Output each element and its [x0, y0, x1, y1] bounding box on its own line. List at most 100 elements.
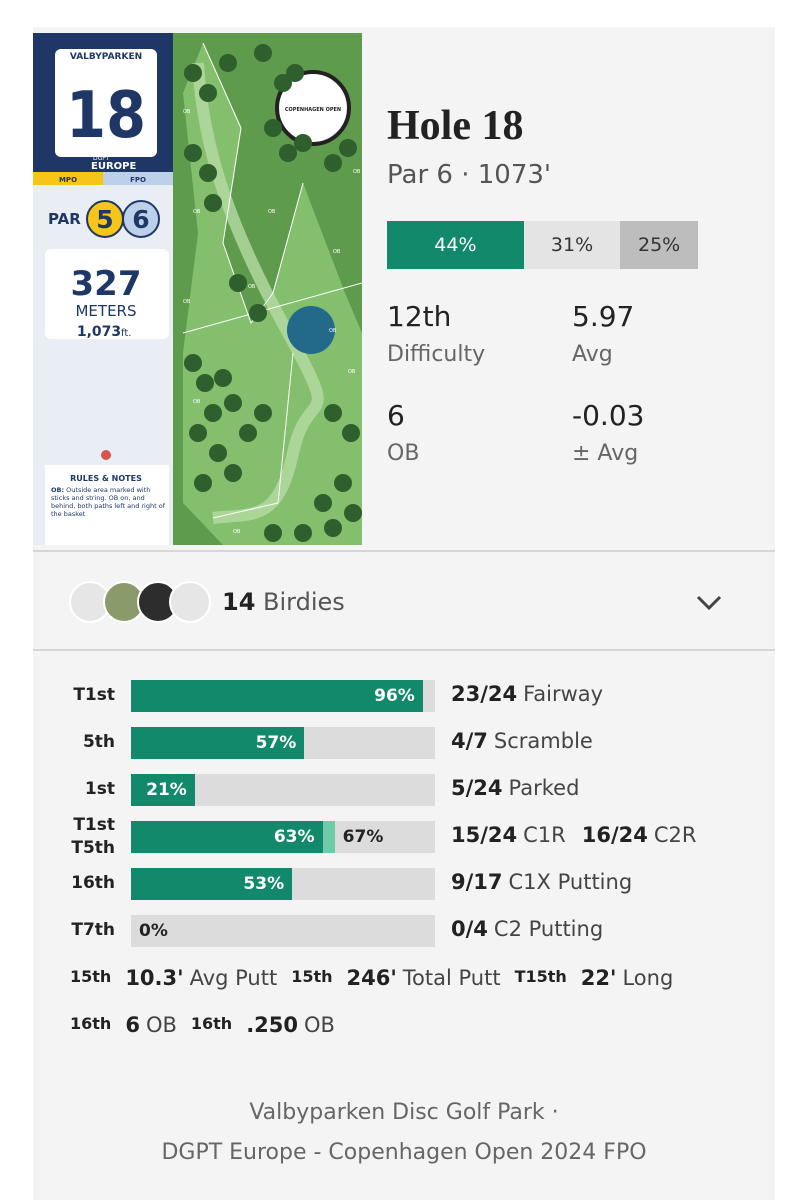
tree	[344, 504, 362, 522]
tree	[204, 194, 222, 212]
rank: T1st	[73, 814, 115, 835]
tree	[279, 144, 297, 162]
bar	[131, 774, 195, 806]
birdies[interactable]: 14 Birdies	[222, 588, 345, 616]
distribution-segment: 25%	[620, 221, 698, 269]
tree	[324, 404, 342, 422]
par-label: PAR	[48, 210, 81, 228]
hole-subtitle: Par 6 · 1073'	[387, 160, 552, 190]
tour-name: DGPT	[93, 155, 110, 162]
bar-track: 53%	[131, 868, 435, 900]
rank: 5th	[82, 732, 115, 752]
tree	[239, 424, 257, 442]
stat-count: 9/17	[451, 870, 503, 894]
rank: T5th	[71, 837, 115, 858]
bar-track: 21%	[131, 774, 435, 806]
ob-label: OB	[348, 369, 356, 375]
distribution-label: 25%	[638, 234, 681, 256]
stat-name: C1X Putting	[508, 870, 633, 894]
number-box	[55, 49, 157, 157]
ob-label: OB	[329, 328, 337, 334]
stat-value: 12th	[387, 300, 452, 333]
rules-text: Outside area marked with sticks and stri…	[51, 486, 165, 518]
rank: T1st	[73, 685, 115, 705]
bar	[131, 821, 323, 853]
score-distribution: 44% 31% 25%	[387, 221, 698, 269]
tree	[199, 164, 217, 182]
bar	[131, 727, 305, 759]
hole-graphic: VALBYPARKEN 18 DGPT EUROPE MPO FPO PAR 5…	[33, 33, 362, 545]
rank: 16th	[71, 873, 115, 893]
rank: T7th	[71, 920, 115, 940]
rules-box	[45, 465, 169, 545]
division: FPO	[130, 176, 146, 184]
hole-number: 18	[66, 79, 146, 153]
footer-line: Valbyparken Disc Golf Park ·	[249, 1100, 559, 1125]
stat-count: 15/24	[451, 823, 518, 847]
extra-line: 16th 6 OB 16th .250 OB	[70, 1013, 349, 1037]
bar	[131, 680, 423, 712]
extra-label: OB	[304, 1013, 335, 1037]
stat-name: C1R	[523, 823, 566, 847]
tree	[314, 494, 332, 512]
stat-count: 5/24	[451, 776, 503, 800]
ob-label: OB	[323, 129, 331, 135]
tree	[184, 144, 202, 162]
par-value: 6	[132, 205, 149, 234]
par-value: 5	[96, 205, 113, 234]
stat-name: Scramble	[493, 729, 593, 753]
bar-label: 57%	[255, 733, 297, 753]
tree	[264, 119, 282, 137]
stat-value: 6	[387, 399, 405, 432]
tree	[294, 524, 312, 542]
chevron-icon	[696, 595, 722, 611]
par-circle	[122, 200, 160, 238]
bar-label: 63%	[273, 827, 315, 847]
tree	[324, 519, 342, 537]
tree	[199, 84, 217, 102]
bar-track: 96%	[131, 680, 435, 712]
bar-label: 0%	[139, 921, 168, 941]
extra-label: Avg Putt	[189, 966, 278, 990]
ob-label: OB	[183, 109, 191, 115]
bar	[131, 868, 293, 900]
birdie-label: Birdies	[263, 588, 345, 616]
extra-value: 246'	[346, 966, 397, 990]
tree	[254, 44, 272, 62]
extra-value: 10.3'	[125, 966, 184, 990]
feet-unit: ft.	[121, 328, 131, 339]
tree	[224, 464, 242, 482]
expand-chevron[interactable]	[694, 590, 724, 614]
stat-name: Parked	[508, 776, 580, 800]
birdie-count: 14	[222, 588, 256, 616]
rules-icon	[101, 450, 111, 460]
stat-value: -0.03	[572, 399, 645, 432]
ob-label: OB	[193, 209, 201, 215]
extra-value: .250	[246, 1013, 299, 1037]
extra-value: 22'	[580, 966, 617, 990]
rules-title: RULES & NOTES	[70, 474, 142, 483]
tree	[342, 424, 360, 442]
bar-label: 21%	[146, 780, 187, 800]
stat-text: 0/4 C2 Putting	[451, 917, 619, 941]
tree	[194, 474, 212, 492]
tree	[249, 304, 267, 322]
tree	[196, 374, 214, 392]
division: MPO	[59, 176, 77, 184]
extra-label: OB	[145, 1013, 177, 1037]
birdie-avatars	[69, 581, 211, 623]
ob-label: OB	[248, 284, 256, 290]
tree	[209, 444, 227, 462]
stat-name: C2R	[653, 823, 697, 847]
stat-count: 16/24	[581, 823, 648, 847]
stat-label: Difficulty	[387, 342, 486, 367]
tree	[184, 354, 202, 372]
extra-rank: 16th	[190, 1014, 233, 1033]
extra-rank: 15th	[70, 967, 112, 986]
stat-label: OB	[387, 441, 420, 466]
tree	[324, 154, 342, 172]
avatar	[169, 581, 211, 623]
distance-box	[45, 249, 169, 339]
tree	[254, 404, 272, 422]
tree	[224, 394, 242, 412]
